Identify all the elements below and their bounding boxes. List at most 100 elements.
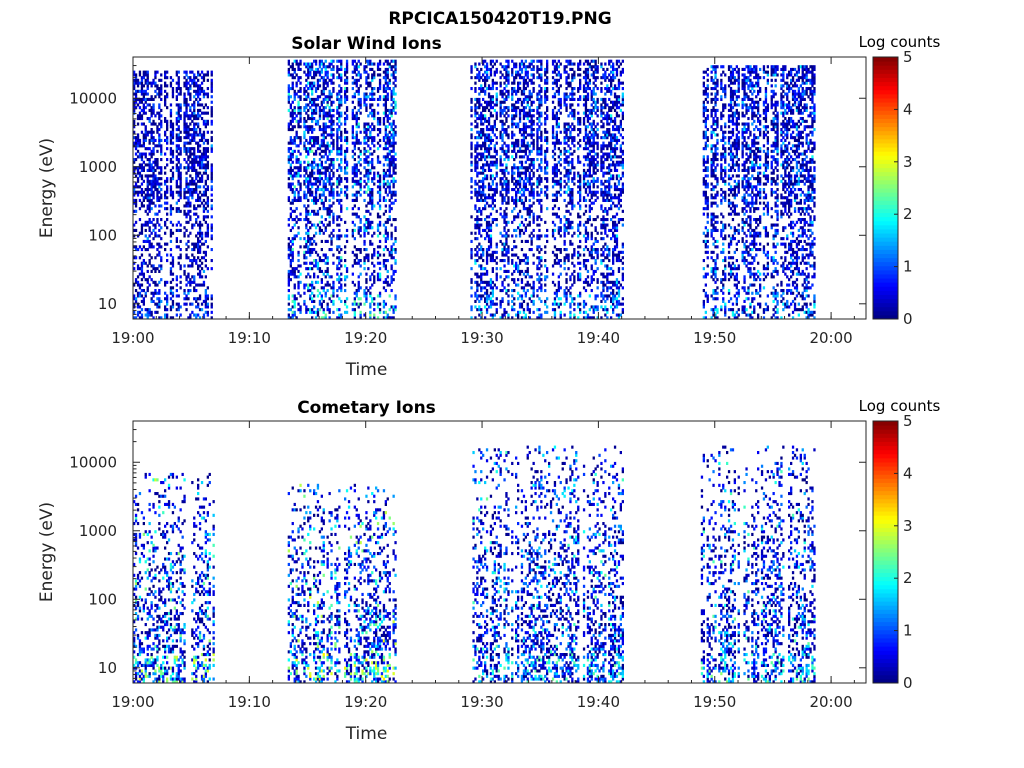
spectrogram-cell bbox=[197, 313, 200, 317]
spectrogram-cell bbox=[210, 171, 213, 175]
spectrogram-cell bbox=[171, 78, 175, 82]
spectrogram-cell bbox=[345, 275, 349, 279]
spectrogram-cell bbox=[297, 231, 300, 235]
spectrogram-cell bbox=[340, 166, 343, 170]
spectrogram-cell bbox=[189, 78, 192, 82]
spectrogram-cell bbox=[179, 239, 182, 243]
spectrogram-cell bbox=[293, 125, 296, 129]
spectrogram-cell bbox=[198, 185, 202, 189]
spectrogram-cell bbox=[495, 261, 498, 265]
spectrogram-cell bbox=[189, 179, 192, 183]
spectrogram-cell bbox=[320, 171, 323, 175]
spectrogram-cell bbox=[197, 73, 200, 77]
spectrogram-cell bbox=[536, 122, 539, 126]
spectrogram-cell bbox=[476, 117, 479, 121]
spectrogram-cell bbox=[313, 209, 316, 213]
spectrogram-cell bbox=[517, 182, 520, 186]
spectrogram-cell bbox=[530, 73, 533, 77]
spectrogram-cell bbox=[305, 209, 308, 213]
spectrogram-cell bbox=[485, 65, 489, 69]
spectrogram-cell bbox=[507, 133, 510, 137]
spectrogram-cell bbox=[206, 204, 209, 208]
spectrogram-cell bbox=[390, 237, 393, 241]
spectrogram-cell bbox=[359, 220, 362, 224]
spectrogram-cell bbox=[160, 188, 163, 192]
spectrogram-cell bbox=[330, 81, 333, 85]
spectrogram-cell bbox=[332, 182, 335, 186]
spectrogram-cell bbox=[336, 185, 339, 189]
spectrogram-cell bbox=[324, 188, 327, 192]
spectrogram-cell bbox=[287, 218, 290, 222]
spectrogram-cell bbox=[470, 122, 473, 126]
spectrogram-cell bbox=[195, 305, 198, 309]
spectrogram-cell bbox=[289, 119, 292, 123]
spectrogram-cell bbox=[287, 198, 290, 202]
spectrogram-cell bbox=[353, 166, 356, 170]
spectrogram-cell bbox=[503, 218, 506, 222]
spectrogram-cell bbox=[491, 106, 494, 110]
spectrogram-cell bbox=[202, 299, 206, 303]
spectrogram-cell bbox=[166, 313, 169, 317]
spectrogram-cell bbox=[353, 168, 356, 172]
spectrogram-cell bbox=[373, 62, 376, 66]
spectrogram-cell bbox=[166, 84, 169, 88]
spectrogram-cell bbox=[305, 103, 308, 107]
spectrogram-cell bbox=[513, 177, 516, 181]
spectrogram-cell bbox=[305, 147, 308, 151]
spectrogram-cell bbox=[206, 106, 209, 110]
spectrogram-cell bbox=[378, 223, 382, 227]
spectrogram-cell bbox=[367, 62, 370, 66]
spectrogram-cell bbox=[289, 87, 292, 91]
spectrogram-cell bbox=[371, 256, 374, 260]
spectrogram-cell bbox=[491, 294, 494, 298]
spectrogram-cell bbox=[351, 62, 354, 66]
spectrogram-cell bbox=[524, 95, 527, 99]
spectrogram-cell bbox=[518, 108, 522, 112]
spectrogram-cell bbox=[474, 248, 477, 252]
spectrogram-cell bbox=[536, 108, 539, 112]
spectrogram-cell bbox=[476, 226, 479, 230]
spectrogram-cell bbox=[513, 144, 516, 148]
spectrogram-cell bbox=[293, 149, 296, 153]
spectrogram-cell bbox=[517, 179, 520, 183]
spectrogram-cell bbox=[489, 297, 493, 301]
spectrogram-cell bbox=[390, 103, 393, 107]
spectrogram-cell bbox=[158, 171, 161, 175]
spectrogram-cell bbox=[484, 267, 487, 271]
spectrogram-cell bbox=[386, 174, 389, 178]
spectrogram-cell bbox=[179, 138, 182, 142]
spectrogram-cell bbox=[517, 168, 520, 172]
spectrogram-cell bbox=[189, 280, 192, 284]
spectrogram-cell bbox=[133, 209, 136, 213]
spectrogram-cell bbox=[392, 147, 395, 151]
spectrogram-cell bbox=[171, 272, 175, 276]
spectrogram-cell bbox=[480, 289, 483, 293]
spectrogram-cell bbox=[394, 259, 397, 263]
spectrogram-cell bbox=[513, 108, 516, 112]
spectrogram-cell bbox=[311, 111, 314, 115]
spectrogram-cell bbox=[491, 160, 494, 164]
spectrogram-cell bbox=[324, 136, 327, 140]
spectrogram-cell bbox=[513, 122, 516, 126]
spectrogram-cell bbox=[507, 316, 510, 320]
spectrogram-cell bbox=[482, 117, 485, 121]
spectrogram-cell bbox=[316, 280, 320, 284]
spectrogram-cell bbox=[158, 111, 161, 115]
spectrogram-cell bbox=[336, 215, 339, 219]
spectrogram-cell bbox=[520, 201, 524, 205]
spectrogram-cell bbox=[326, 305, 329, 309]
spectrogram-cell bbox=[316, 188, 320, 192]
spectrogram-cell bbox=[503, 152, 506, 156]
spectrogram-cell bbox=[528, 177, 531, 181]
spectrogram-cell bbox=[311, 286, 314, 290]
spectrogram-cell bbox=[345, 177, 349, 181]
spectrogram-cell bbox=[287, 294, 290, 298]
spectrogram-cell bbox=[307, 76, 310, 80]
spectrogram-cell bbox=[311, 84, 314, 88]
spectrogram-cell bbox=[144, 138, 147, 142]
spectrogram-cell bbox=[193, 158, 196, 162]
spectrogram-cell bbox=[491, 299, 494, 303]
spectrogram-cell bbox=[491, 125, 494, 129]
spectrogram-cell bbox=[210, 302, 213, 306]
spectrogram-cell bbox=[536, 106, 539, 110]
